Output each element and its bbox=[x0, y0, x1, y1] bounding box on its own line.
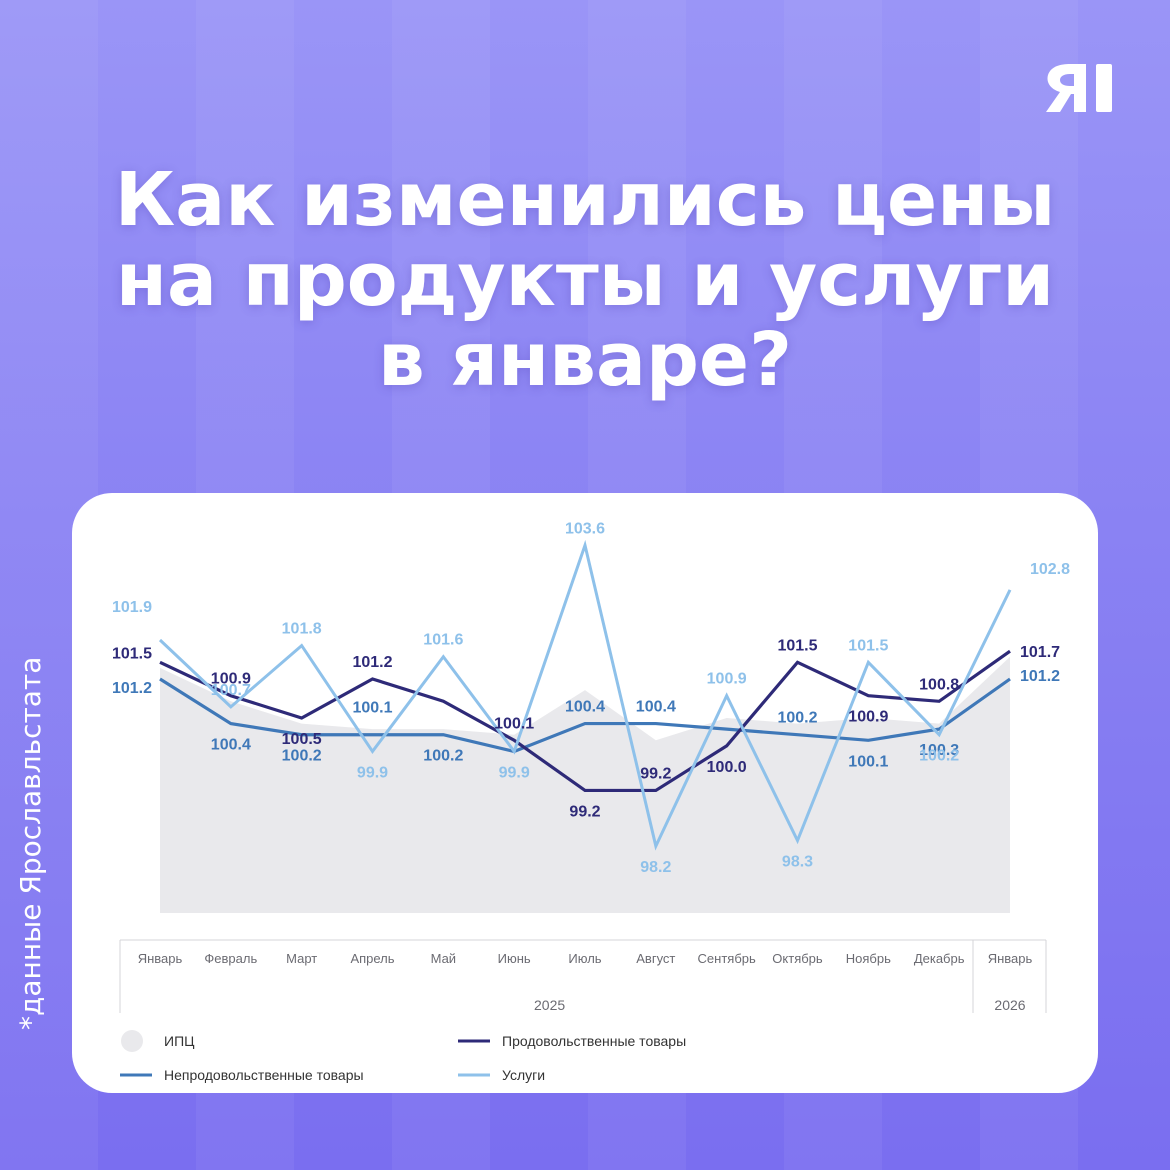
data-label-nonfood: 100.1 bbox=[352, 700, 392, 717]
series-line-food bbox=[159, 649, 1011, 793]
data-label-services: 100.9 bbox=[707, 671, 747, 688]
legend-label: Услуги bbox=[502, 1067, 545, 1083]
data-label-food: 100.9 bbox=[848, 709, 888, 726]
x-tick-label: Март bbox=[286, 951, 317, 966]
data-label-services: 100.2 bbox=[919, 748, 959, 765]
series-line-services bbox=[158, 539, 1012, 851]
legend-label: Непродовольственные товары bbox=[164, 1067, 364, 1083]
x-tick-label: Декабрь bbox=[914, 951, 965, 966]
chart-card: Январь Февраль Март Апрель Май Июнь Июль Август… bbox=[72, 493, 1098, 1093]
data-label-food: 101.7 bbox=[1020, 644, 1060, 661]
data-label-food: 100.8 bbox=[919, 676, 959, 693]
legend-label: Продовольственные товары bbox=[502, 1033, 686, 1049]
ya-logo-icon bbox=[1046, 64, 1112, 112]
data-label-services: 100.7 bbox=[211, 682, 251, 699]
data-label-food: 100.1 bbox=[494, 715, 534, 732]
legend-swatch-cpi bbox=[121, 1030, 143, 1052]
data-label-food: 99.2 bbox=[569, 803, 600, 820]
data-label-nonfood: 101.2 bbox=[1020, 668, 1060, 685]
data-label-food: 100.5 bbox=[282, 731, 322, 748]
data-label-nonfood: 100.1 bbox=[848, 753, 888, 770]
series-line-nonfood bbox=[159, 677, 1011, 754]
x-tick-label: Ноябрь bbox=[846, 951, 891, 966]
x-tick-label: Октябрь bbox=[772, 951, 823, 966]
data-label-nonfood: 100.2 bbox=[777, 710, 817, 727]
data-label-nonfood: 100.3 bbox=[919, 742, 959, 759]
page-title: Как изменились цены на продукты и услуги… bbox=[114, 157, 1056, 403]
data-label-services: 101.6 bbox=[423, 632, 463, 649]
x-tick-label: Апрель bbox=[350, 951, 394, 966]
data-label-nonfood: 100.2 bbox=[423, 748, 463, 765]
x-tick-label: Январь bbox=[138, 951, 183, 966]
x-tick-label: Февраль bbox=[204, 951, 257, 966]
data-label-nonfood: 100.4 bbox=[565, 699, 605, 716]
data-label-food: 100.9 bbox=[211, 671, 251, 688]
legend-label: ИПЦ bbox=[164, 1033, 195, 1049]
data-label-services: 98.3 bbox=[782, 854, 813, 871]
data-label-nonfood: 100.4 bbox=[211, 737, 251, 754]
x-tick-label: Август bbox=[636, 951, 675, 966]
price-chart: Январь Февраль Март Апрель Май Июнь Июль Август… bbox=[112, 520, 1070, 1083]
cpi-area bbox=[160, 656, 1010, 913]
source-note: *данные Ярославльстата bbox=[14, 656, 47, 1030]
data-label-food: 99.2 bbox=[640, 765, 671, 782]
x-tick-label: Июль bbox=[568, 951, 601, 966]
data-label-services: 99.9 bbox=[499, 764, 530, 781]
data-label-services: 101.8 bbox=[282, 621, 322, 638]
data-label-food: 100.0 bbox=[707, 759, 747, 776]
x-group-label: 2025 bbox=[534, 997, 565, 1013]
data-label-nonfood: 101.2 bbox=[112, 680, 152, 697]
x-tick-label: Июнь bbox=[498, 951, 531, 966]
x-tick-label: Январь bbox=[988, 951, 1033, 966]
data-label-services: 102.8 bbox=[1030, 561, 1070, 578]
x-tick-label: Май bbox=[431, 951, 456, 966]
data-label-food: 101.5 bbox=[777, 637, 817, 654]
data-label-services: 99.9 bbox=[357, 764, 388, 781]
data-label-food: 101.5 bbox=[112, 645, 152, 662]
data-label-services: 101.9 bbox=[112, 599, 152, 616]
data-label-services: 101.5 bbox=[848, 637, 888, 654]
data-label-services: 98.2 bbox=[640, 859, 671, 876]
x-tick-label: Сентябрь bbox=[698, 951, 756, 966]
data-label-services: 103.6 bbox=[565, 520, 605, 537]
data-label-food: 101.2 bbox=[352, 654, 392, 671]
data-label-nonfood: 100.4 bbox=[636, 699, 676, 716]
x-group-label: 2026 bbox=[994, 997, 1025, 1013]
data-label-nonfood: 100.2 bbox=[282, 748, 322, 765]
